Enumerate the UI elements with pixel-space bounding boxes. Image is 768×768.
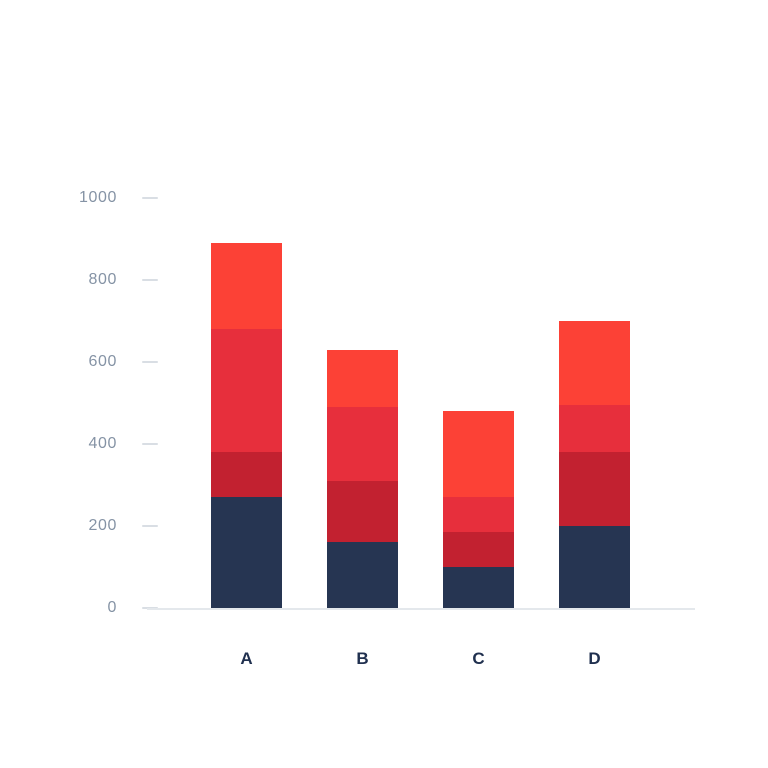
bar-d-stack-segment-3[interactable] <box>559 405 630 453</box>
bar-b-stack-segment-3[interactable] <box>327 407 398 481</box>
y-tick-dash <box>142 525 158 527</box>
y-tick-dash <box>142 443 158 445</box>
x-axis-line <box>147 608 695 610</box>
y-tick-dash <box>142 197 158 199</box>
bar-c[interactable] <box>443 411 514 608</box>
bar-c-stack-segment-1-bottom[interactable] <box>443 566 514 608</box>
bar-b-stack-segment-4-top[interactable] <box>327 349 398 408</box>
x-category-label-b: B <box>356 649 369 668</box>
y-tick-label: 0 <box>107 599 117 616</box>
bar-d-stack-segment-2[interactable] <box>559 452 630 526</box>
bar-d-stack-segment-4-top[interactable] <box>559 321 630 406</box>
bar-a-stack-segment-4-top[interactable] <box>211 243 282 330</box>
bar-a-stack-segment-2[interactable] <box>211 452 282 498</box>
bar-c-stack-segment-3[interactable] <box>443 497 514 533</box>
y-tick-label: 1000 <box>79 189 117 206</box>
x-category-label-a: A <box>240 649 253 668</box>
y-tick-label: 200 <box>88 517 117 534</box>
bar-d[interactable] <box>559 321 630 608</box>
bar-b-stack-segment-1-bottom[interactable] <box>327 542 398 608</box>
bar-c-stack-segment-4-top[interactable] <box>443 411 514 498</box>
bar-d-stack-segment-1-bottom[interactable] <box>559 525 630 608</box>
y-tick-dash <box>142 361 158 363</box>
y-tick-label: 800 <box>88 271 117 288</box>
y-tick-label: 600 <box>88 353 117 370</box>
x-category-label-d: D <box>588 649 601 668</box>
y-tick-dash <box>142 279 158 281</box>
bar-b-stack-segment-2[interactable] <box>327 480 398 543</box>
bar-c-stack-segment-2[interactable] <box>443 532 514 567</box>
bar-b[interactable] <box>327 349 398 608</box>
bar-a[interactable] <box>211 243 282 608</box>
bar-a-stack-segment-3[interactable] <box>211 329 282 453</box>
x-category-label-c: C <box>472 649 485 668</box>
y-tick-label: 400 <box>88 435 117 452</box>
bar-a-stack-segment-1-bottom[interactable] <box>211 497 282 608</box>
